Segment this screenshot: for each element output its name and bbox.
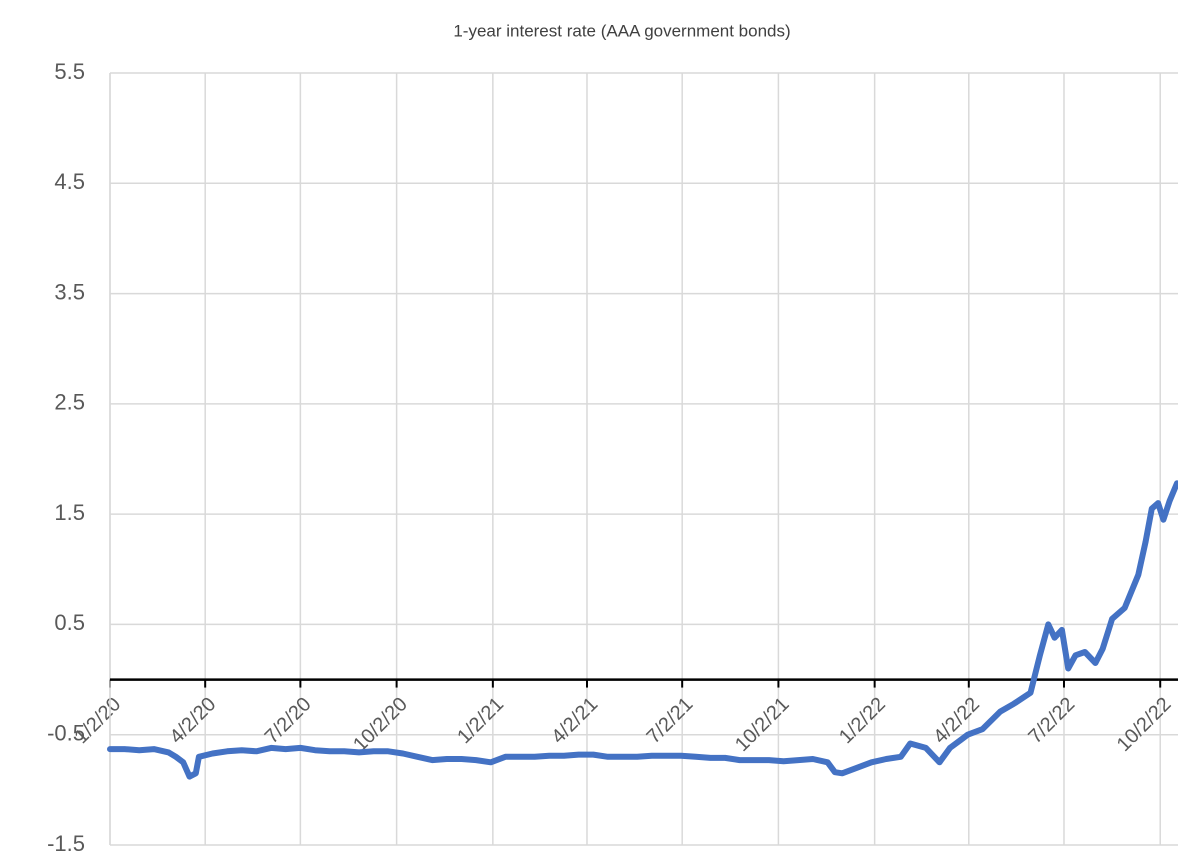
y-tick-label: 2.5 <box>54 390 85 415</box>
y-tick-label: 4.5 <box>54 169 85 194</box>
x-tick-label: 1/2/21 <box>453 693 508 748</box>
x-tick-label: 7/2/22 <box>1024 693 1079 748</box>
y-tick-label: 5.5 <box>54 59 85 84</box>
y-tick-label: 3.5 <box>54 279 85 304</box>
data-line <box>107 480 1178 780</box>
y-tick-label: 1.5 <box>54 500 85 525</box>
x-tick-label: 7/2/20 <box>261 693 316 748</box>
y-tick-label: -0.5 <box>47 721 85 746</box>
x-tick-label: 7/2/21 <box>643 693 698 748</box>
x-tick-label: 4/2/20 <box>166 693 221 748</box>
chart-title: 1-year interest rate (AAA government bon… <box>453 21 790 40</box>
x-tick-label: 10/2/20 <box>349 693 412 756</box>
x-tick-label: 1/2/22 <box>835 693 890 748</box>
x-tick-label: 10/2/22 <box>1113 693 1176 756</box>
y-tick-label: -1.5 <box>47 831 85 856</box>
x-tick-label: 4/2/21 <box>547 693 602 748</box>
x-tick-label: 10/2/21 <box>731 693 794 756</box>
y-tick-label: 0.5 <box>54 610 85 635</box>
